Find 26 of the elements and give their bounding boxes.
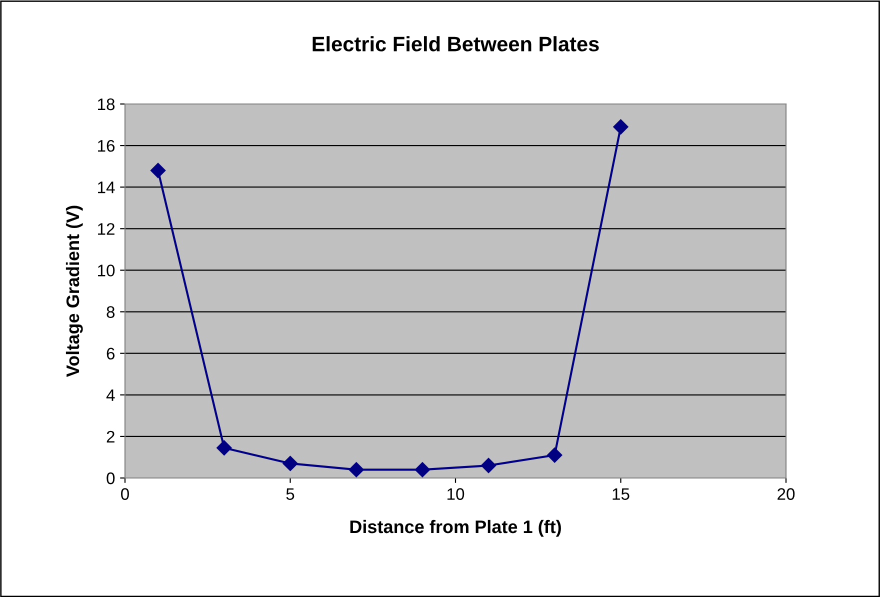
- chart-title: Electric Field Between Plates: [312, 36, 599, 52]
- point: [613, 119, 628, 134]
- x-axis-title: Distance from Plate 1 (ft): [350, 520, 561, 537]
- x-tick-label: 10: [448, 488, 464, 500]
- x-tick-label: 0: [121, 488, 129, 500]
- point: [348, 462, 364, 478]
- y-tick-label: 6: [106, 348, 115, 360]
- x-tick-label: 15: [612, 488, 630, 500]
- y-tick-label: 12: [98, 223, 114, 235]
- x-tick-label: 20: [778, 488, 795, 500]
- y-tick-label: 8: [106, 306, 115, 318]
- y-tick-label: 10: [98, 264, 115, 276]
- y-tick-label: 0: [106, 472, 115, 484]
- point: [150, 162, 166, 178]
- point: [216, 440, 232, 456]
- y-tick-label: 2: [106, 430, 114, 442]
- point: [414, 462, 430, 478]
- y-tick-label: 18: [98, 98, 115, 110]
- x-tick-label: 5: [286, 488, 294, 500]
- point: [480, 458, 496, 474]
- y-tick-label: 4: [106, 389, 115, 401]
- point: [282, 456, 298, 472]
- point: [547, 448, 562, 463]
- y-axis-title: Voltage Gradient (V): [66, 206, 83, 377]
- y-tick-label: 14: [98, 182, 115, 194]
- y-tick-label: 16: [98, 140, 115, 152]
